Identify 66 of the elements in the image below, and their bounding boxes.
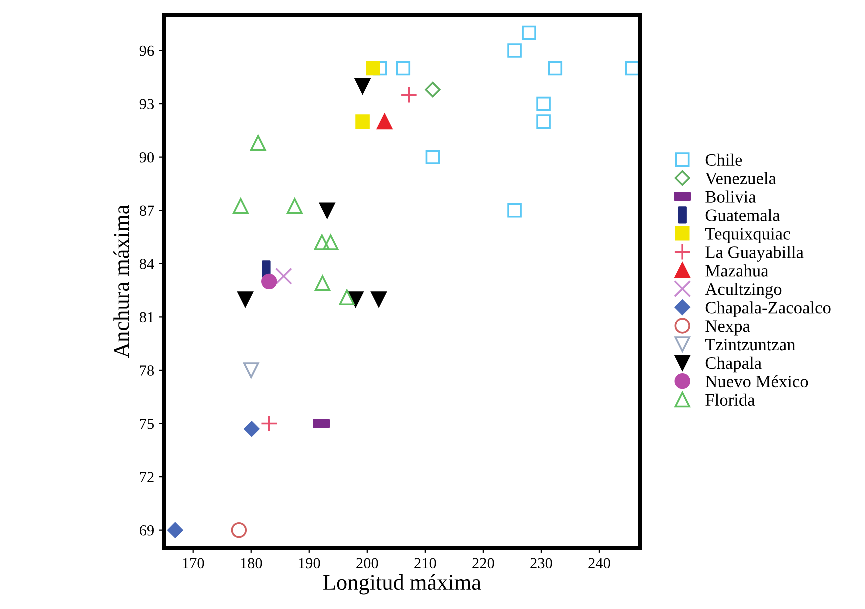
y-tick-label: 87 (140, 206, 154, 216)
point (536, 114, 551, 129)
x-tick-label: 170 (183, 558, 204, 569)
point (244, 421, 260, 437)
y-tick-label: 90 (140, 152, 154, 163)
point (262, 274, 278, 290)
x-tick-label: 190 (299, 558, 320, 569)
legend-label: Chapala-Zacoalco (706, 302, 831, 318)
point (426, 150, 440, 164)
y-tick-label: 93 (140, 99, 154, 110)
point (348, 292, 364, 308)
point (536, 96, 551, 112)
point (314, 276, 331, 292)
x-axis-title: Longitud máxima (324, 574, 482, 595)
point (548, 61, 563, 76)
point (425, 82, 441, 98)
point (522, 26, 536, 40)
legend-label: Tzintzuntzan (705, 339, 796, 351)
point (400, 86, 418, 104)
point (231, 522, 248, 538)
legend-label: Chapala (706, 356, 762, 373)
legend-label: La Guayabilla (706, 246, 804, 262)
point (339, 290, 355, 306)
x-tick-label: 240 (588, 558, 610, 569)
legend-label: Bolivia (706, 190, 756, 203)
point (396, 61, 411, 76)
point (287, 198, 303, 214)
point (260, 415, 278, 432)
point (168, 522, 184, 538)
point (376, 114, 393, 130)
y-tick-label: 96 (140, 46, 154, 56)
y-axis-title: Anchura máxima (114, 205, 130, 358)
y-tick-label: 84 (140, 259, 154, 270)
point (314, 234, 330, 250)
point (250, 135, 266, 151)
point (354, 78, 371, 94)
point (508, 203, 522, 218)
point (320, 202, 336, 218)
y-tick-label: 69 (140, 526, 154, 536)
point (233, 198, 249, 214)
point (244, 362, 260, 378)
legend-label: Chile (706, 154, 742, 166)
legend-label: Acultzingo (705, 283, 782, 299)
point (366, 61, 380, 76)
y-tick-label: 75 (140, 419, 154, 430)
point (323, 234, 339, 250)
legend-label: Mazahua (706, 264, 769, 277)
x-tick-label: 230 (530, 558, 552, 569)
point (275, 268, 292, 285)
y-tick-label: 81 (140, 312, 154, 323)
legend-label: Nuevo México (706, 375, 808, 388)
legend-label: Venezuela (705, 172, 776, 185)
legend-label: Tequixquiac (705, 228, 790, 244)
point (238, 292, 254, 308)
x-tick-label: 180 (241, 558, 262, 569)
legend-label: Nexpa (706, 320, 750, 336)
legend-label: Guatemala (706, 209, 780, 222)
point (508, 44, 522, 58)
y-tick-label: 72 (140, 472, 154, 482)
x-tick-label: 220 (472, 558, 494, 569)
legend-label: Florida (706, 394, 756, 406)
point (371, 292, 387, 308)
y-tick-label: 78 (140, 366, 154, 376)
x-tick-label: 200 (356, 558, 378, 569)
point (356, 114, 370, 129)
x-tick-label: 210 (414, 558, 436, 569)
